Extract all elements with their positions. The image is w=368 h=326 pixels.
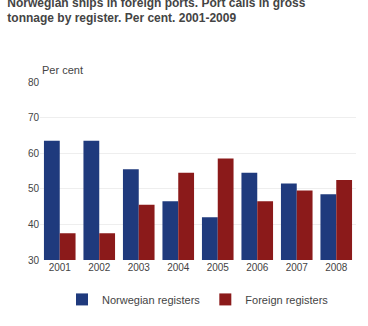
svg-text:2005: 2005	[207, 262, 230, 273]
svg-text:Norwegian registers: Norwegian registers	[102, 294, 200, 306]
svg-text:Per cent: Per cent	[42, 64, 83, 76]
svg-text:2008: 2008	[325, 262, 348, 273]
svg-text:Norwegian ships in foreign por: Norwegian ships in foreign ports. Port c…	[7, 0, 305, 25]
svg-text:2003: 2003	[128, 262, 151, 273]
svg-text:2007: 2007	[286, 262, 309, 273]
svg-text:80: 80	[28, 77, 40, 88]
svg-text:30: 30	[28, 255, 40, 266]
svg-text:70: 70	[28, 112, 40, 123]
svg-text:40: 40	[28, 219, 40, 230]
svg-text:50: 50	[28, 183, 40, 194]
svg-text:Foreign registers: Foreign registers	[245, 294, 328, 306]
svg-text:2002: 2002	[88, 262, 111, 273]
svg-text:2001: 2001	[49, 262, 72, 273]
svg-text:60: 60	[28, 148, 40, 159]
svg-text:2006: 2006	[246, 262, 269, 273]
svg-text:2004: 2004	[167, 262, 190, 273]
